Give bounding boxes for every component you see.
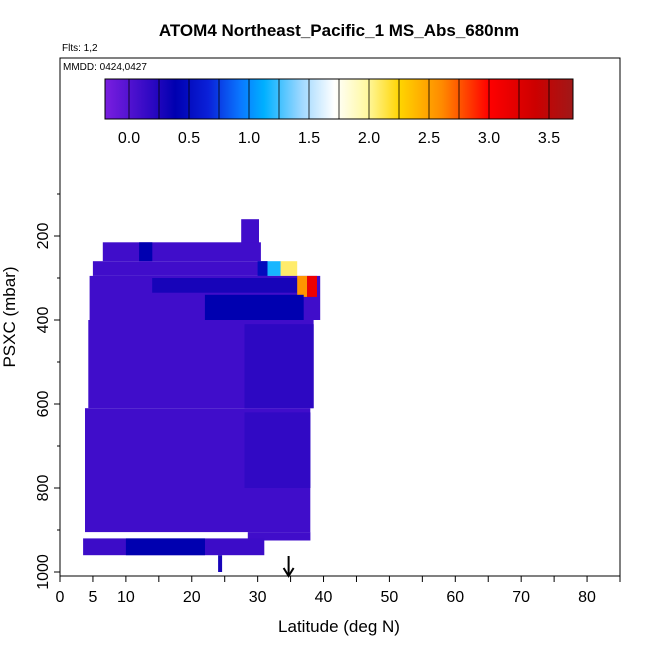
y-tick-label: 1000 bbox=[35, 554, 52, 590]
colorbar-tick-label: 0.0 bbox=[118, 130, 140, 147]
heatmap-cell bbox=[241, 219, 259, 245]
x-tick-label: 70 bbox=[512, 589, 530, 606]
x-tick-label: 5 bbox=[88, 589, 97, 606]
colorbar-tick-label: 2.0 bbox=[358, 130, 380, 147]
x-tick-label: 50 bbox=[381, 589, 399, 606]
x-tick-label: 80 bbox=[578, 589, 596, 606]
chart-title: ATOM4 Northeast_Pacific_1 MS_Abs_680nm bbox=[159, 21, 519, 40]
x-tick-label: 30 bbox=[249, 589, 267, 606]
x-tick-label: 40 bbox=[315, 589, 333, 606]
x-tick-label: 20 bbox=[183, 589, 201, 606]
heatmap-cell bbox=[247, 532, 311, 541]
colorbar-tick-label: 0.5 bbox=[178, 130, 200, 147]
heatmap-cell bbox=[92, 261, 268, 276]
y-tick-label: 600 bbox=[35, 391, 52, 418]
y-axis-label: PSXC (mbar) bbox=[0, 266, 19, 367]
x-tick-label: 10 bbox=[117, 589, 135, 606]
x-axis-label: Latitude (deg N) bbox=[278, 617, 400, 636]
plot-frame bbox=[59, 57, 621, 577]
y-tick-label: 800 bbox=[35, 475, 52, 502]
heatmap-cell bbox=[244, 412, 311, 488]
flights-label: Flts: 1,2 bbox=[62, 43, 98, 54]
heatmap-cell bbox=[139, 242, 153, 262]
colorbar-tick-label: 1.5 bbox=[298, 130, 320, 147]
heatmap-cell bbox=[218, 555, 223, 572]
x-axis-ticks: 0 5 10 20 30 40 50 60 70 80 bbox=[56, 576, 621, 606]
heatmap-cell bbox=[244, 324, 314, 409]
colorbar-tick-label: 3.5 bbox=[538, 130, 560, 147]
heatmap-cell bbox=[267, 261, 281, 276]
dates-label: MMDD: 0424,0427 bbox=[63, 62, 147, 73]
heatmap-cell bbox=[102, 242, 261, 262]
arrow-head bbox=[282, 567, 295, 578]
colorbar-ticks: 0.0 0.5 1.0 1.5 2.0 2.5 3.0 3.5 bbox=[118, 79, 560, 147]
heatmap-cell bbox=[297, 275, 308, 297]
x-tick-label: 60 bbox=[446, 589, 464, 606]
y-tick-label: 400 bbox=[35, 307, 52, 334]
latitude-marker-arrow-icon bbox=[282, 556, 295, 578]
x-tick-label: 0 bbox=[56, 589, 65, 606]
heatmap-cell bbox=[307, 275, 317, 297]
colorbar-tick-label: 3.0 bbox=[478, 130, 500, 147]
y-tick-label: 200 bbox=[35, 223, 52, 250]
colorbar: 0.0 0.5 1.0 1.5 2.0 2.5 3.0 3.5 bbox=[104, 78, 574, 147]
y-axis-ticks: 200 400 600 800 1000 bbox=[35, 193, 60, 590]
heatmap-cell bbox=[152, 278, 298, 293]
heatmap-cell bbox=[204, 294, 304, 320]
heatmap-cell bbox=[125, 538, 205, 556]
heatmap-cell bbox=[280, 261, 298, 276]
colorbar-tick-label: 2.5 bbox=[418, 130, 440, 147]
heatmap-cell bbox=[257, 261, 268, 276]
colorbar-tick-label: 1.0 bbox=[238, 130, 260, 147]
heatmap-cells bbox=[83, 219, 321, 572]
